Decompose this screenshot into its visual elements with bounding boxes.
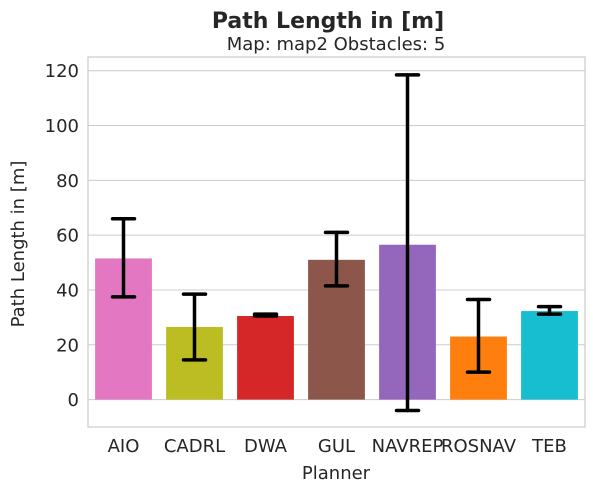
error-bar-cadrl [181, 292, 208, 362]
y-tick-label: 120 [45, 61, 79, 82]
error-bars [110, 73, 563, 413]
y-tick-label: 60 [56, 226, 79, 247]
x-tick-label-cadrl: CADRL [164, 436, 225, 457]
error-bar-gul [323, 230, 350, 288]
y-axis-label: Path Length in [m] [8, 161, 29, 328]
x-axis-label: Planner [302, 463, 371, 484]
y-tick-label: 100 [45, 116, 79, 137]
chart-title: Path Length in [m] [212, 9, 444, 34]
error-bar-aio [110, 216, 137, 299]
error-bar-dwa [252, 312, 279, 318]
y-tick-label: 0 [68, 390, 79, 411]
x-tick-label-navrep: NAVREP [372, 436, 444, 457]
x-tick-label-teb: TEB [531, 436, 567, 457]
bar-teb [521, 311, 578, 400]
x-tick-label-rosnav: ROSNAV [441, 436, 517, 457]
y-tick-label: 80 [56, 171, 79, 192]
error-bar-rosnav [465, 297, 492, 374]
x-tick-label-aio: AIO [108, 436, 140, 457]
error-bar-navrep [394, 73, 421, 413]
chart-subtitle: Map: map2 Obstacles: 5 [227, 34, 446, 55]
x-tick-label-gul: GUL [318, 436, 355, 457]
bar-dwa [237, 316, 294, 400]
y-tick-label: 40 [56, 280, 79, 301]
y-tick-labels: 0 20 40 60 80 100 120 [45, 61, 79, 411]
x-tick-label-dwa: DWA [244, 436, 288, 457]
y-tick-label: 20 [56, 335, 79, 356]
error-bar-teb [536, 304, 563, 316]
plot-frame [87, 56, 586, 428]
